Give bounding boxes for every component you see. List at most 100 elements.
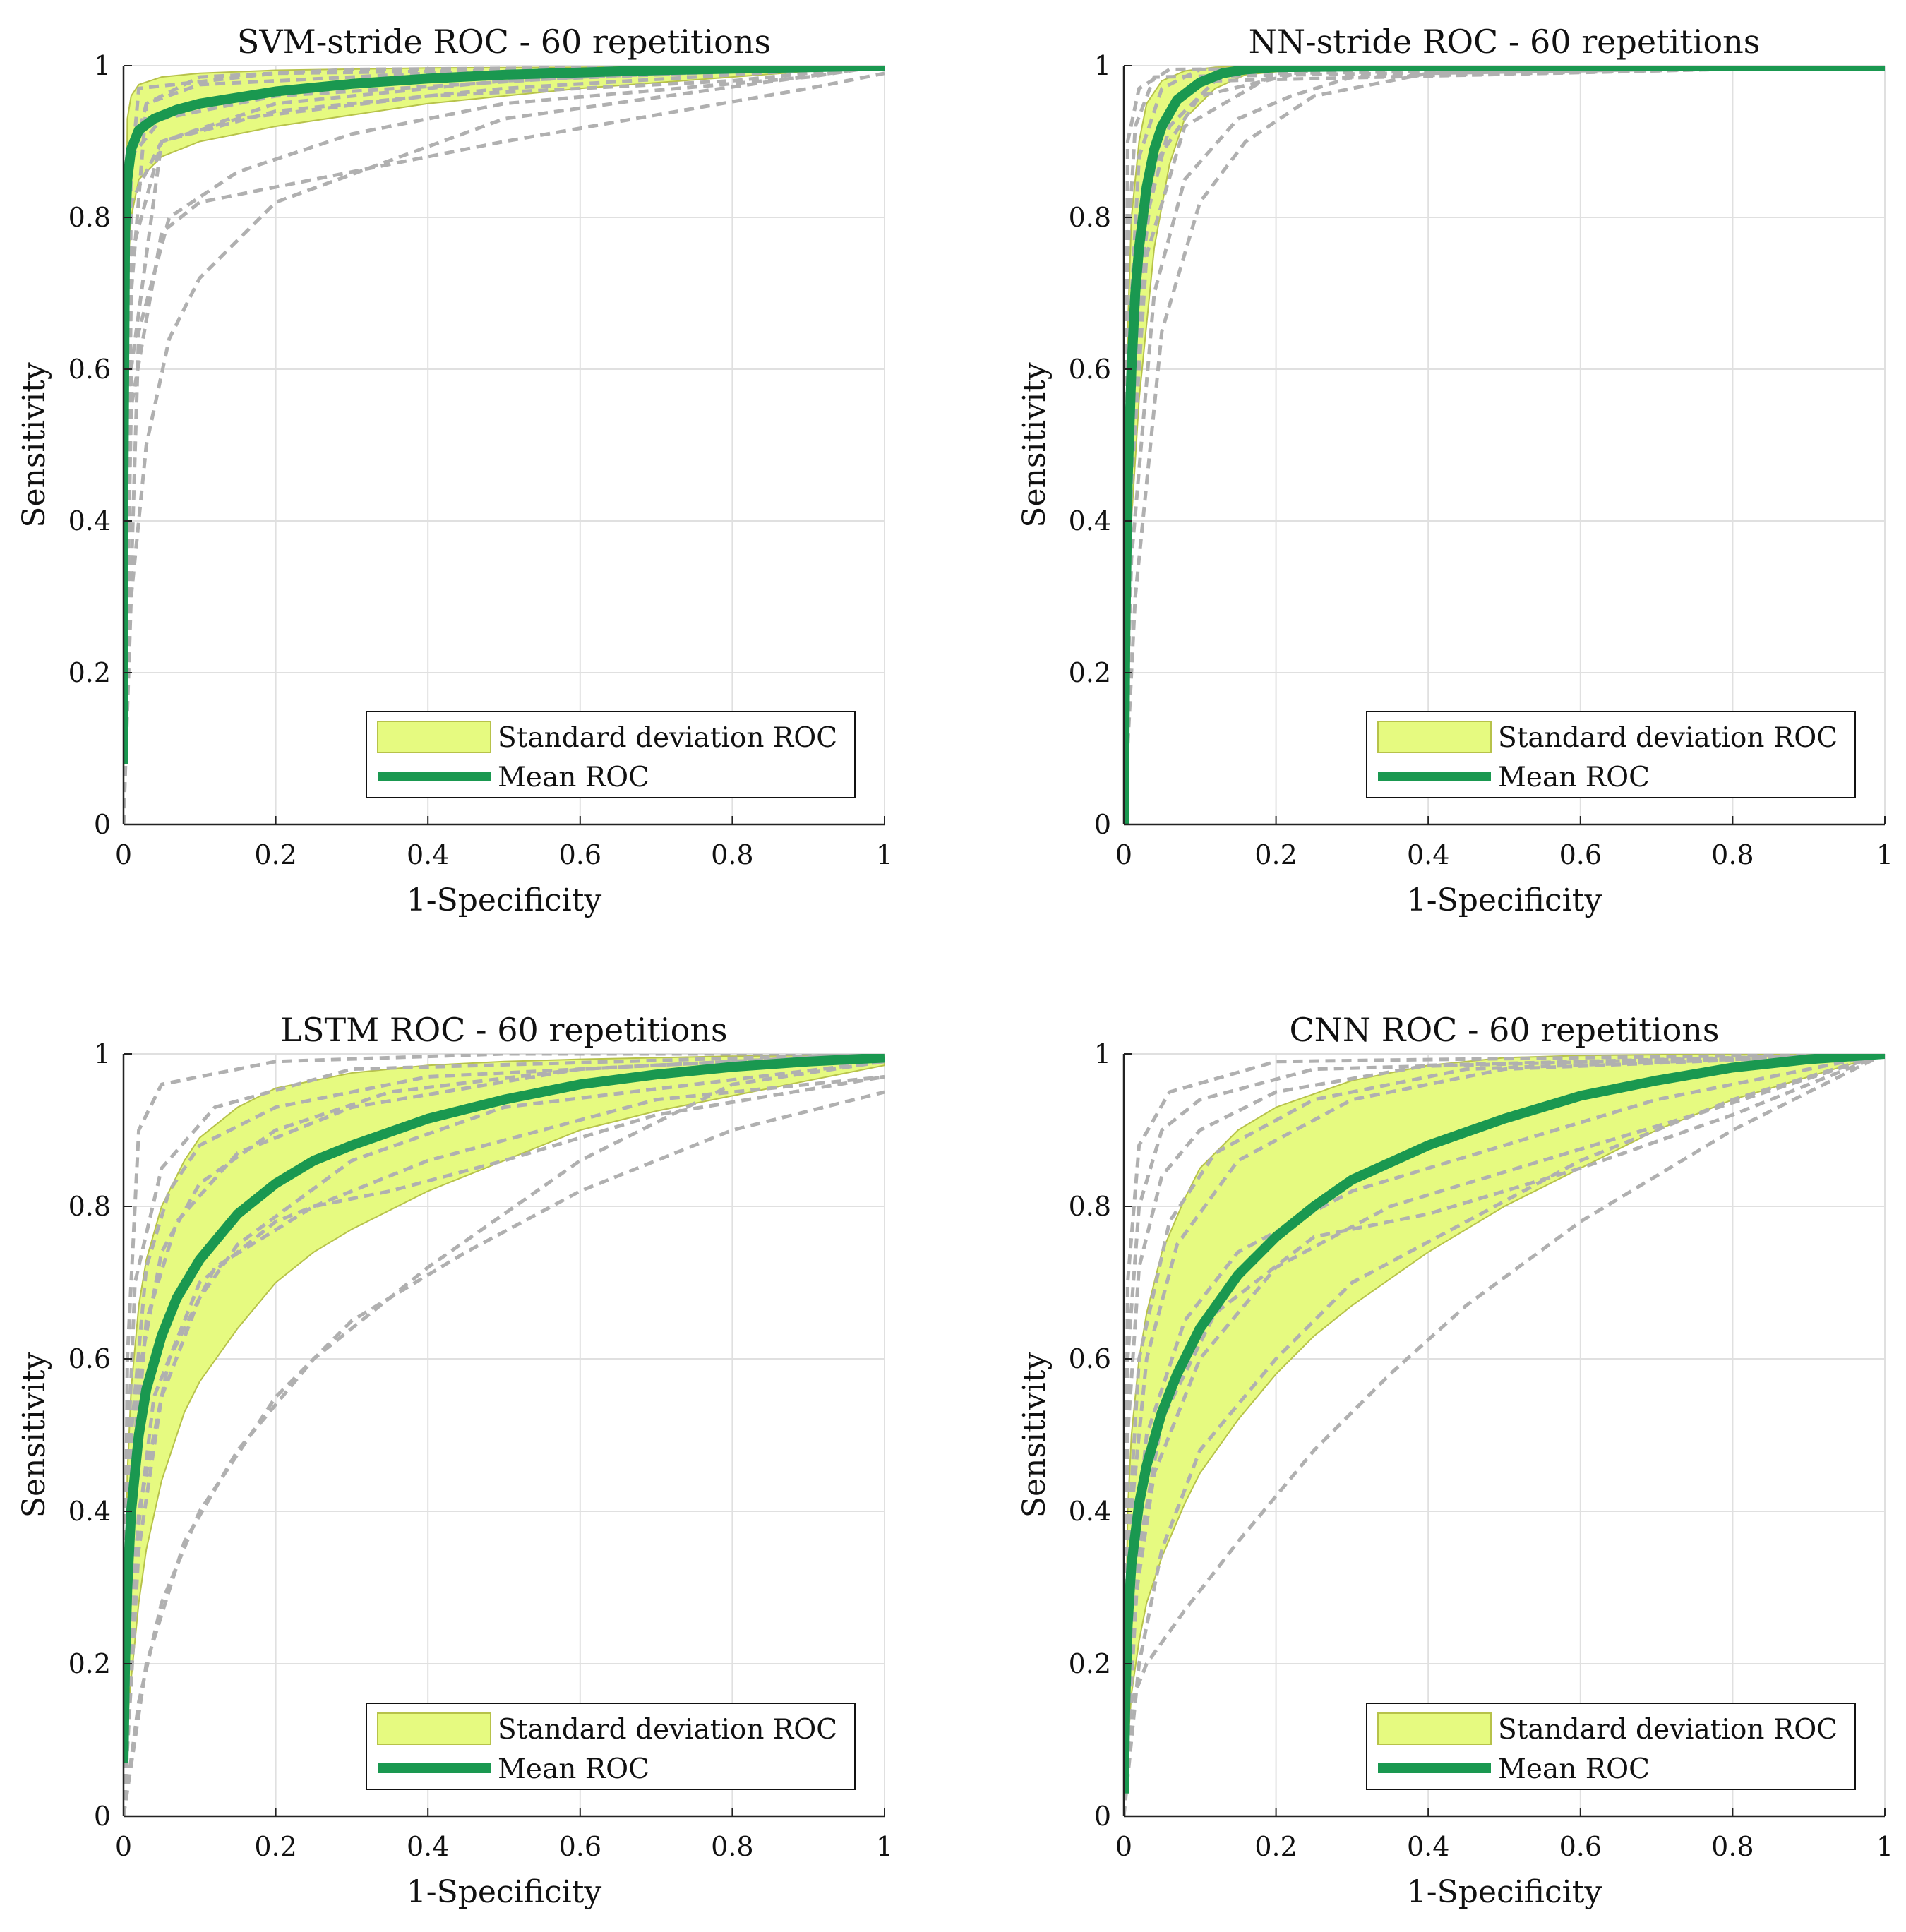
chart-0-y-tick-label-2: 0.4: [68, 505, 111, 536]
chart-0-legend-mean-label: Mean ROC: [498, 762, 649, 793]
chart-2: 0 0.2 0.4 0.6 0.8 1 0 0.2 0.4 0.6 0.8 1 LSTM ROC - 6…: [16, 1011, 893, 1910]
chart-2-legend-std-swatch: [377, 1712, 491, 1745]
chart-1-repetition-2: [1124, 66, 1885, 824]
chart-3-y-tick-label-2: 0.4: [1069, 1496, 1111, 1527]
chart-1-repetition-3: [1124, 66, 1885, 824]
chart-3-y-tick-label-0: 0: [1094, 1801, 1111, 1832]
chart-1-y-tick-label-4: 0.8: [1069, 202, 1111, 233]
chart-3-title: CNN ROC - 60 repetitions: [1289, 1011, 1719, 1049]
chart-0-x-tick-label-5: 1: [876, 839, 893, 870]
chart-2-x-tick-label-1: 0.2: [254, 1831, 296, 1862]
chart-3-x-tick-label-1: 0.2: [1254, 1831, 1297, 1862]
chart-1-y-tick-label-3: 0.6: [1069, 354, 1111, 385]
chart-3-x-tick-label-4: 0.8: [1711, 1831, 1754, 1862]
chart-0-y-tick-label-5: 1: [94, 50, 111, 81]
chart-3-repetition-3: [1124, 1054, 1885, 1816]
chart-0-legend-box: [366, 711, 856, 798]
chart-0-xlabel: 1-Specificity: [407, 882, 602, 918]
chart-3-legend: Standard deviation ROC Mean ROC: [1366, 1703, 1856, 1790]
chart-1-x-tick-label-2: 0.4: [1407, 839, 1449, 870]
chart-0-x-tick-label-2: 0.4: [407, 839, 449, 870]
chart-2-x-tick-label-5: 1: [876, 1831, 893, 1862]
chart-1-legend-std-label: Standard deviation ROC: [1498, 722, 1838, 754]
chart-1-x-tick-label-0: 0: [1115, 839, 1132, 870]
chart-2-x-tick-label-0: 0: [115, 1831, 132, 1862]
chart-2-y-tick-label-5: 1: [94, 1038, 111, 1069]
chart-2-repetition-4: [124, 1060, 885, 1816]
chart-0-legend-std-swatch: [377, 721, 491, 753]
chart-1-ylabel: Sensitivity: [1017, 362, 1053, 528]
chart-1-title: NN-stride ROC - 60 repetitions: [1249, 23, 1761, 61]
chart-2-ylabel: Sensitivity: [16, 1352, 52, 1518]
chart-0-repetition-6: [124, 66, 885, 824]
chart-1-x-tick-label-5: 1: [1876, 839, 1893, 870]
chart-0-x-tick-label-3: 0.6: [559, 839, 601, 870]
chart-2-title: LSTM ROC - 60 repetitions: [280, 1011, 727, 1049]
chart-1-y-tick-label-5: 1: [1094, 50, 1111, 81]
chart-3-y-tick-label-4: 0.8: [1069, 1191, 1111, 1222]
chart-3-repetition-1: [1124, 1054, 1885, 1816]
chart-2-x-tick-label-2: 0.4: [407, 1831, 449, 1862]
chart-3-plot-area: [1124, 1054, 1885, 1816]
chart-2-x-tick-label-4: 0.8: [711, 1831, 753, 1862]
chart-1-mean-roc: [1124, 66, 1885, 824]
chart-1-x-tick-label-1: 0.2: [1254, 839, 1297, 870]
chart-2-legend: Standard deviation ROC Mean ROC: [366, 1703, 856, 1790]
chart-3-repetition-9: [1124, 1054, 1885, 1816]
chart-3-x-tick-label-2: 0.4: [1407, 1831, 1449, 1862]
chart-0-x-tick-label-4: 0.8: [711, 839, 753, 870]
chart-3-y-tick-label-1: 0.2: [1069, 1648, 1111, 1679]
chart-0-x-tick-label-1: 0.2: [254, 839, 296, 870]
chart-2-repetition-6: [124, 1054, 885, 1816]
chart-3-legend-std-label: Standard deviation ROC: [1498, 1714, 1838, 1746]
chart-0-y-tick-label-3: 0.6: [68, 354, 111, 385]
chart-0-y-tick-label-1: 0.2: [68, 657, 111, 688]
chart-1-x-tick-label-3: 0.6: [1559, 839, 1602, 870]
chart-0-y-tick-label-4: 0.8: [68, 202, 111, 233]
chart-0-y-tick-label-0: 0: [94, 809, 111, 840]
chart-3-legend-std-swatch: [1377, 1712, 1492, 1745]
chart-2-repetition-8: [124, 1074, 885, 1816]
chart-2-xlabel: 1-Specificity: [407, 1874, 602, 1910]
chart-2-legend-std-label: Standard deviation ROC: [498, 1714, 837, 1746]
chart-2-std-band: [124, 1054, 885, 1763]
chart-3-repetition-8: [1124, 1054, 1885, 1816]
chart-1-y-tick-label-0: 0: [1094, 809, 1111, 840]
chart-3-xlabel: 1-Specificity: [1407, 1874, 1602, 1910]
chart-0-title: SVM-stride ROC - 60 repetitions: [237, 23, 771, 61]
chart-1: 0 0.2 0.4 0.6 0.8 1 0 0.2 0.4 0.6 0.8 1 NN-stride RO…: [1017, 23, 1893, 918]
chart-1-legend-mean-label: Mean ROC: [1498, 762, 1650, 793]
chart-0-ylabel: Sensitivity: [16, 362, 52, 528]
chart-3-repetition-7: [1124, 1054, 1885, 1816]
chart-3: 0 0.2 0.4 0.6 0.8 1 0 0.2 0.4 0.6 0.8 1 CNN ROC - 60…: [1017, 1011, 1893, 1910]
chart-0-mean-roc: [124, 66, 885, 764]
chart-1-legend-std-swatch: [1377, 721, 1492, 753]
chart-3-ylabel: Sensitivity: [1017, 1352, 1053, 1518]
chart-1-plot-area: [1124, 66, 1885, 824]
chart-1-y-tick-label-1: 0.2: [1069, 657, 1111, 688]
chart-2-y-tick-label-0: 0: [94, 1801, 111, 1832]
chart-2-x-tick-label-3: 0.6: [559, 1831, 601, 1862]
chart-3-repetition-0: [1124, 1054, 1885, 1816]
chart-2-repetition-2: [124, 1060, 885, 1816]
chart-3-y-tick-label-5: 1: [1094, 1038, 1111, 1069]
chart-3-legend-mean-label: Mean ROC: [1498, 1753, 1650, 1785]
chart-0-plot-area: [124, 66, 885, 824]
chart-2-legend-mean-label: Mean ROC: [498, 1753, 649, 1785]
chart-3-mean-roc: [1124, 1054, 1885, 1794]
chart-3-x-tick-label-3: 0.6: [1559, 1831, 1602, 1862]
chart-0: 0 0.2 0.4 0.6 0.8 1 0 0.2 0.4 0.6 0.8 1 SVM-stride R…: [16, 23, 893, 918]
chart-2-y-tick-label-1: 0.2: [68, 1648, 111, 1679]
chart-0-repetition-4: [124, 66, 885, 824]
chart-0-legend-std-label: Standard deviation ROC: [498, 722, 837, 754]
chart-2-mean-roc: [124, 1054, 885, 1763]
chart-3-x-tick-label-5: 1: [1876, 1831, 1893, 1862]
chart-2-repetition-1: [124, 1054, 885, 1816]
chart-2-y-tick-label-2: 0.4: [68, 1496, 111, 1527]
chart-2-repetition-9: [124, 1054, 885, 1816]
chart-1-x-tick-label-4: 0.8: [1711, 839, 1754, 870]
chart-2-y-tick-label-3: 0.6: [68, 1343, 111, 1374]
chart-1-xlabel: 1-Specificity: [1407, 882, 1602, 918]
